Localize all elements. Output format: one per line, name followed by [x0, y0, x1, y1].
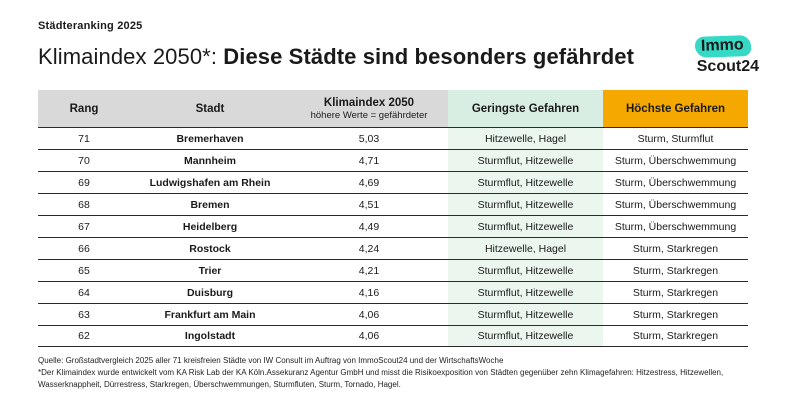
cell-geringste-gefahren: Sturmflut, Hitzewelle [448, 216, 603, 237]
cell-klimaindex: 4,71 [358, 154, 380, 167]
cell-rang: 68 [78, 198, 90, 211]
cell-geringste-gefahren: Sturmflut, Hitzewelle [448, 326, 603, 346]
cell-rang: 66 [78, 242, 90, 255]
column-header-klimaindex: Klimaindex 2050 höhere Werte = gefährdet… [290, 90, 448, 127]
cell-rang: 70 [78, 154, 90, 167]
title-regular-part: Klimaindex 2050*: [38, 44, 224, 69]
cell-klimaindex: 4,06 [358, 308, 380, 321]
cell-rang: 64 [78, 286, 90, 299]
table-row: 68 Bremen 4,51 Sturmflut, Hitzewelle Stu… [38, 193, 748, 215]
table-row: 66 Rostock 4,24 Hitzewelle, Hagel Sturm,… [38, 237, 748, 259]
cell-rang: 63 [78, 308, 90, 321]
table-row: 69 Ludwigshafen am Rhein 4,69 Sturmflut,… [38, 171, 748, 193]
cell-geringste-gefahren: Sturmflut, Hitzewelle [448, 304, 603, 325]
cell-klimaindex: 4,16 [358, 286, 380, 299]
source-line: Quelle: Großstadtvergleich 2025 aller 71… [38, 356, 504, 365]
cell-geringste-gefahren: Sturmflut, Hitzewelle [448, 260, 603, 281]
title-bold-part: Diese Städte sind besonders gefährdet [223, 44, 635, 69]
cell-klimaindex: 4,06 [358, 330, 380, 342]
table-body: 71 Bremerhaven 5,03 Hitzewelle, Hagel St… [38, 127, 748, 347]
cell-stadt: Rostock [189, 242, 231, 255]
cell-rang: 65 [78, 264, 90, 277]
cell-stadt: Bremerhaven [176, 132, 244, 145]
column-header-hoechste-gefahren: Höchste Gefahren [603, 90, 748, 127]
table-row: 71 Bremerhaven 5,03 Hitzewelle, Hagel St… [38, 127, 748, 149]
cell-stadt: Ingolstadt [184, 330, 236, 342]
cell-klimaindex: 4,49 [358, 220, 380, 233]
cell-hoechste-gefahren: Sturm, Starkregen [632, 264, 719, 277]
column-header-stadt: Stadt [130, 90, 290, 127]
immoscout24-logo: Immo Scout24 [694, 35, 759, 77]
cell-hoechste-gefahren: Sturm, Überschwemmung [614, 176, 737, 189]
cell-stadt: Trier [198, 264, 222, 277]
cell-hoechste-gefahren: Sturm, Starkregen [632, 286, 719, 299]
table-row: 63 Frankfurt am Main 4,06 Sturmflut, Hit… [38, 303, 748, 325]
cell-klimaindex: 5,03 [358, 132, 380, 145]
cell-hoechste-gefahren: Sturm, Starkregen [632, 330, 719, 342]
cell-klimaindex: 4,24 [358, 242, 380, 255]
table-row: 64 Duisburg 4,16 Sturmflut, Hitzewelle S… [38, 281, 748, 303]
klimaindex-table: Rang Stadt Klimaindex 2050 höhere Werte … [38, 90, 748, 347]
cell-klimaindex: 4,51 [358, 198, 380, 211]
cell-hoechste-gefahren: Sturm, Sturmflut [637, 132, 714, 145]
column-header-geringste-gefahren: Geringste Gefahren [448, 90, 603, 127]
cell-geringste-gefahren: Sturmflut, Hitzewelle [448, 282, 603, 303]
infographic-page: Städteranking 2025 Klimaindex 2050*: Die… [38, 20, 759, 391]
eyebrow-label: Städteranking 2025 [38, 20, 143, 32]
cell-rang: 67 [78, 220, 90, 233]
cell-stadt: Frankfurt am Main [164, 308, 256, 321]
table-row: 62 Ingolstadt 4,06 Sturmflut, Hitzewelle… [38, 325, 748, 347]
cell-geringste-gefahren: Sturmflut, Hitzewelle [448, 150, 603, 171]
logo-immo-highlight: Immo [694, 35, 751, 58]
column-header-rang: Rang [38, 90, 130, 127]
cell-hoechste-gefahren: Sturm, Starkregen [632, 308, 719, 321]
cell-stadt: Mannheim [184, 154, 236, 167]
cell-rang: 62 [78, 330, 90, 342]
cell-geringste-gefahren: Sturmflut, Hitzewelle [448, 172, 603, 193]
cell-klimaindex: 4,21 [358, 264, 380, 277]
cell-hoechste-gefahren: Sturm, Überschwemmung [614, 198, 737, 211]
cell-geringste-gefahren: Hitzewelle, Hagel [448, 128, 603, 149]
table-row: 70 Mannheim 4,71 Sturmflut, Hitzewelle S… [38, 149, 748, 171]
logo-scout-text: Scout24 [696, 58, 759, 75]
cell-rang: 69 [78, 176, 90, 189]
table-row: 65 Trier 4,21 Sturmflut, Hitzewelle Stur… [38, 259, 748, 281]
klimaindex-definition-line: *Der Klimaindex wurde entwickelt vom KA … [38, 368, 724, 389]
cell-hoechste-gefahren: Sturm, Starkregen [632, 242, 719, 255]
cell-stadt: Bremen [190, 198, 230, 211]
cell-klimaindex: 4,69 [358, 176, 380, 189]
cell-stadt: Heidelberg [182, 220, 238, 233]
cell-rang: 71 [78, 132, 90, 145]
column-header-klimaindex-sublabel: höhere Werte = gefährdeter [310, 109, 428, 121]
cell-stadt: Duisburg [186, 286, 234, 299]
cell-hoechste-gefahren: Sturm, Überschwemmung [614, 220, 737, 233]
cell-stadt: Ludwigshafen am Rhein [149, 176, 271, 189]
source-footnote: Quelle: Großstadtvergleich 2025 aller 71… [38, 355, 748, 391]
cell-hoechste-gefahren: Sturm, Überschwemmung [614, 154, 737, 167]
table-row: 67 Heidelberg 4,49 Sturmflut, Hitzewelle… [38, 215, 748, 237]
page-title: Klimaindex 2050*: Diese Städte sind beso… [38, 44, 747, 70]
column-header-klimaindex-label: Klimaindex 2050 [323, 96, 415, 109]
cell-geringste-gefahren: Sturmflut, Hitzewelle [448, 194, 603, 215]
table-header-row: Rang Stadt Klimaindex 2050 höhere Werte … [38, 90, 748, 127]
cell-geringste-gefahren: Hitzewelle, Hagel [448, 238, 603, 259]
